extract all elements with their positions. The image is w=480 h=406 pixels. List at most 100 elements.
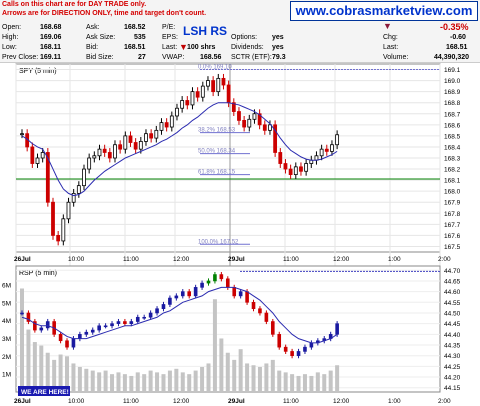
last-shares-value: 100 shrs bbox=[187, 44, 216, 51]
spy-y-tick: 168.4 bbox=[444, 144, 461, 151]
rsp-candle-body bbox=[200, 282, 204, 288]
spy-y-tick: 169.0 bbox=[444, 78, 461, 85]
spy-candle-body bbox=[169, 115, 174, 128]
volume-bar bbox=[309, 375, 314, 392]
volume-bar bbox=[225, 352, 230, 392]
x-tick-label: 26Jul bbox=[14, 256, 31, 263]
spy-candle-body bbox=[231, 102, 236, 112]
rsp-candle-body bbox=[142, 316, 146, 319]
spy-candle-body bbox=[247, 118, 252, 128]
spy-candle-body bbox=[30, 146, 35, 164]
volume-bar bbox=[232, 359, 237, 392]
high-value: 169.06 bbox=[40, 34, 62, 41]
volume-bar bbox=[251, 365, 256, 392]
rsp-y-tick: 44.20 bbox=[444, 375, 461, 382]
x-tick-label: 2:00 bbox=[438, 256, 451, 263]
bottom-note-box bbox=[18, 386, 70, 396]
volume-bar bbox=[58, 354, 63, 392]
spy-candle-body bbox=[159, 122, 164, 131]
spy-ma-line bbox=[21, 102, 338, 197]
rsp-candle-body bbox=[45, 321, 50, 329]
fib-label: 100.0% 167.52 bbox=[198, 239, 239, 245]
dividends-value: yes bbox=[272, 44, 284, 51]
spy-candle-body bbox=[268, 124, 272, 131]
site-url[interactable]: www.cobrasmarketview.com bbox=[290, 1, 478, 21]
ask-value: 168.52 bbox=[124, 24, 146, 31]
volume-tick: 3M bbox=[2, 336, 11, 343]
spy-candle-body bbox=[76, 185, 81, 194]
volume-bar bbox=[77, 367, 82, 392]
rsp-y-tick: 44.15 bbox=[444, 385, 461, 392]
spy-y-tick: 168.3 bbox=[444, 156, 461, 163]
prev-close-label: Prev Close: bbox=[2, 54, 39, 61]
rsp-candle-body bbox=[123, 321, 127, 324]
spy-y-tick: 168.7 bbox=[444, 111, 461, 118]
volume-bar bbox=[283, 372, 288, 392]
spy-candle-body bbox=[35, 157, 40, 164]
volume-bar bbox=[116, 372, 121, 392]
spy-y-tick: 167.9 bbox=[444, 200, 461, 207]
volume-bar bbox=[277, 370, 282, 392]
volume-bar bbox=[155, 372, 160, 392]
spy-candle-body bbox=[211, 80, 216, 93]
volume-bar bbox=[32, 342, 37, 392]
volume-bar bbox=[328, 370, 333, 392]
volume-bar bbox=[219, 338, 224, 392]
spy-candle-body bbox=[133, 142, 138, 150]
high-label: High: bbox=[2, 34, 19, 41]
x-tick-label-bottom: 12:00 bbox=[333, 398, 350, 405]
volume-bar bbox=[302, 374, 307, 392]
spy-candle-body bbox=[190, 91, 195, 106]
spy-candle-body bbox=[293, 166, 298, 175]
volume-tick: 2M bbox=[2, 354, 11, 361]
prev-close-value: 169.11 bbox=[40, 54, 62, 61]
volume-tick: 4M bbox=[2, 318, 11, 325]
rsp-candle-body bbox=[245, 291, 249, 303]
low-value: 168.11 bbox=[40, 44, 62, 51]
spy-candle-body bbox=[175, 107, 179, 117]
rsp-candle-body bbox=[174, 295, 179, 299]
spy-candle-body bbox=[283, 163, 288, 170]
rsp-candle-body bbox=[219, 274, 224, 280]
spy-candle-body bbox=[299, 166, 303, 172]
x-tick-label: 12:00 bbox=[173, 256, 190, 263]
last2-label: Last: bbox=[383, 44, 399, 51]
volume-bar bbox=[212, 299, 217, 392]
volume-bar bbox=[65, 356, 70, 392]
spy-y-tick: 168.0 bbox=[444, 189, 461, 196]
rsp-candle-body bbox=[238, 291, 243, 297]
change-down-arrow-icon: ▼ bbox=[383, 21, 392, 31]
volume-bar bbox=[180, 372, 185, 392]
spy-candle-body bbox=[164, 122, 169, 128]
volume-bar bbox=[84, 368, 89, 392]
volume-bar bbox=[200, 367, 205, 392]
rsp-y-tick: 44.40 bbox=[444, 332, 461, 339]
rsp-candle-body bbox=[90, 329, 95, 333]
volume-bar bbox=[257, 367, 262, 392]
rsp-candle-body bbox=[271, 321, 275, 335]
spy-y-tick: 167.6 bbox=[444, 233, 461, 240]
price-chart: SPY (5 min) 169.1 169.0 168.9 168.8 168.7 168.… bbox=[2, 63, 461, 405]
ask-label: Ask: bbox=[86, 24, 100, 31]
spy-candle-body bbox=[273, 124, 278, 153]
x-tick-label: 10:00 bbox=[68, 256, 85, 263]
fib-label: 0.0% 169.10 bbox=[198, 65, 232, 71]
volume-bar bbox=[142, 374, 147, 392]
rsp-candle-body bbox=[309, 342, 314, 348]
rsp-panel-title: RSP (5 min) bbox=[19, 270, 57, 277]
rsp-y-tick: 44.30 bbox=[444, 353, 461, 360]
rsp-y-tick: 44.25 bbox=[444, 364, 461, 371]
spy-candle-body bbox=[226, 84, 231, 104]
options-value: yes bbox=[272, 34, 284, 41]
x-tick-label-bottom: 12:00 bbox=[173, 398, 190, 405]
rsp-candle-body bbox=[264, 312, 269, 322]
last2-value: 168.51 bbox=[446, 44, 468, 51]
open-label: Open: bbox=[2, 24, 22, 31]
spy-candle-body bbox=[304, 163, 309, 172]
spy-candle-body bbox=[107, 152, 112, 159]
rsp-candle-body bbox=[26, 312, 31, 322]
x-tick-label-bottom: 11:00 bbox=[283, 398, 299, 405]
x-tick-label-bottom: 1:00 bbox=[388, 398, 401, 405]
spy-y-tick: 169.1 bbox=[444, 67, 461, 74]
rsp-y-tick: 44.35 bbox=[444, 343, 461, 350]
